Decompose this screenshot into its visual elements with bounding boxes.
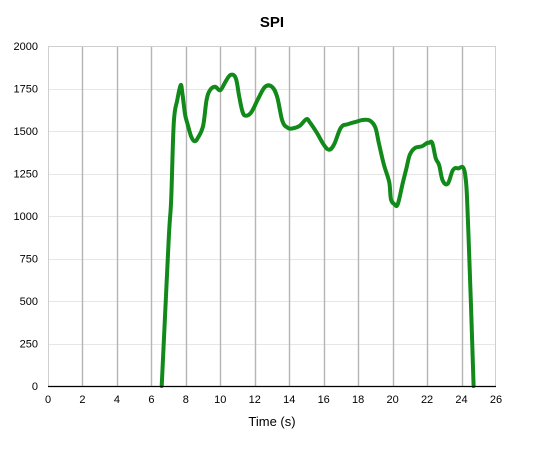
x-tick-labels: 0 2 4 6 8 10 12 14 16 18 20 22 24 26 bbox=[45, 394, 502, 406]
y-tick-labels: 0 250 500 750 1000 1250 1500 1750 2000 bbox=[14, 41, 38, 393]
x-tick-label: 22 bbox=[421, 394, 433, 406]
x-axis-label: Time (s) bbox=[248, 414, 295, 429]
series-layer bbox=[159, 72, 476, 388]
x-tick-label: 10 bbox=[214, 394, 226, 406]
y-tick-label: 1000 bbox=[14, 211, 38, 223]
x-tick-label: 6 bbox=[148, 394, 154, 406]
y-tick-label: 250 bbox=[20, 339, 38, 351]
y-tick-label: 1750 bbox=[14, 84, 38, 96]
x-tick-label: 8 bbox=[183, 394, 189, 406]
x-tick-label: 26 bbox=[490, 394, 502, 406]
y-tick-label: 750 bbox=[20, 254, 38, 266]
x-tick-label: 2 bbox=[79, 394, 85, 406]
y-tick-label: 0 bbox=[32, 381, 38, 393]
chart-title: SPI bbox=[260, 14, 284, 31]
series-line-0 bbox=[159, 72, 476, 388]
y-tick-label: 1500 bbox=[14, 126, 38, 138]
y-tick-label: 1250 bbox=[14, 169, 38, 181]
y-tick-label: 500 bbox=[20, 296, 38, 308]
x-tick-label: 24 bbox=[455, 394, 467, 406]
x-tick-label: 4 bbox=[114, 394, 120, 406]
x-tick-label: 12 bbox=[249, 394, 261, 406]
gridlines bbox=[48, 46, 496, 386]
x-tick-label: 20 bbox=[386, 394, 398, 406]
y-tick-label: 2000 bbox=[14, 41, 38, 53]
x-tick-label: 16 bbox=[318, 394, 330, 406]
x-tick-label: 14 bbox=[283, 394, 295, 406]
x-tick-label: 0 bbox=[45, 394, 51, 406]
x-tick-label: 18 bbox=[352, 394, 364, 406]
